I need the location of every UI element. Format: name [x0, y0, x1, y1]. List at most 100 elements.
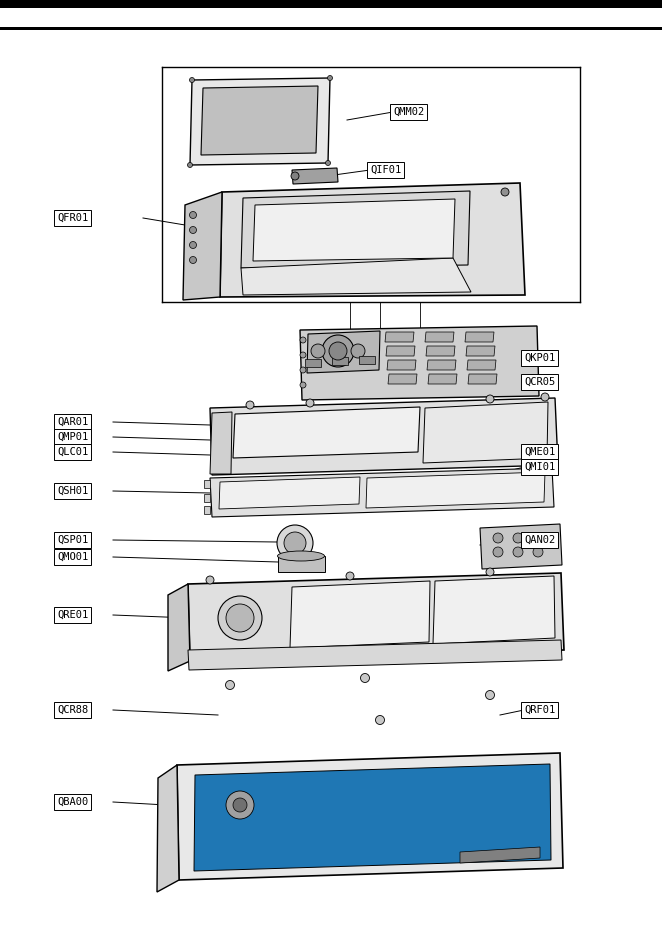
- Polygon shape: [241, 191, 470, 268]
- Polygon shape: [201, 86, 318, 155]
- Circle shape: [300, 337, 306, 343]
- Circle shape: [501, 188, 509, 196]
- Polygon shape: [427, 360, 456, 370]
- Circle shape: [277, 525, 313, 561]
- Polygon shape: [480, 524, 562, 569]
- Circle shape: [218, 596, 262, 640]
- Polygon shape: [210, 468, 554, 517]
- Polygon shape: [292, 168, 338, 184]
- Circle shape: [206, 576, 214, 584]
- Polygon shape: [194, 764, 551, 871]
- Polygon shape: [468, 374, 497, 384]
- Polygon shape: [290, 581, 430, 648]
- Circle shape: [493, 547, 503, 557]
- Circle shape: [493, 533, 503, 543]
- Polygon shape: [359, 356, 375, 364]
- Polygon shape: [204, 480, 210, 488]
- Polygon shape: [467, 360, 496, 370]
- Polygon shape: [210, 412, 232, 474]
- Polygon shape: [188, 640, 562, 670]
- Circle shape: [328, 75, 332, 81]
- Circle shape: [233, 798, 247, 812]
- Polygon shape: [204, 506, 210, 514]
- Polygon shape: [423, 402, 548, 463]
- Polygon shape: [157, 765, 179, 892]
- Circle shape: [189, 212, 197, 218]
- Text: QSP01: QSP01: [57, 535, 88, 545]
- Circle shape: [306, 399, 314, 407]
- Circle shape: [533, 547, 543, 557]
- Circle shape: [189, 242, 197, 248]
- Text: QMM02: QMM02: [393, 107, 424, 117]
- Polygon shape: [220, 183, 525, 297]
- Text: QMI01: QMI01: [524, 462, 555, 472]
- Circle shape: [300, 382, 306, 388]
- Text: QCR05: QCR05: [524, 377, 555, 387]
- Text: QFR01: QFR01: [57, 213, 88, 223]
- Text: QRF01: QRF01: [524, 705, 555, 715]
- Polygon shape: [278, 556, 325, 572]
- Polygon shape: [190, 78, 330, 165]
- Polygon shape: [305, 359, 321, 367]
- Polygon shape: [307, 331, 380, 373]
- Circle shape: [226, 604, 254, 632]
- Circle shape: [346, 572, 354, 580]
- Polygon shape: [425, 332, 454, 342]
- Circle shape: [541, 393, 549, 401]
- Text: QAR01: QAR01: [57, 417, 88, 427]
- Circle shape: [189, 257, 197, 263]
- Circle shape: [284, 532, 306, 554]
- Circle shape: [291, 172, 299, 180]
- Text: QBA00: QBA00: [57, 797, 88, 807]
- Circle shape: [217, 782, 263, 828]
- Text: QMP01: QMP01: [57, 432, 88, 442]
- Polygon shape: [428, 374, 457, 384]
- Circle shape: [189, 227, 197, 233]
- Circle shape: [485, 691, 495, 699]
- Text: QSH01: QSH01: [57, 486, 88, 496]
- Polygon shape: [386, 346, 415, 356]
- Text: QMO01: QMO01: [57, 552, 88, 562]
- Polygon shape: [366, 472, 545, 508]
- Polygon shape: [426, 346, 455, 356]
- Polygon shape: [388, 374, 417, 384]
- Circle shape: [351, 344, 365, 358]
- Bar: [0, 0, 662, 8]
- Polygon shape: [219, 477, 360, 509]
- Circle shape: [189, 77, 195, 83]
- Polygon shape: [465, 332, 494, 342]
- Polygon shape: [183, 192, 222, 300]
- Polygon shape: [241, 258, 471, 295]
- Polygon shape: [385, 332, 414, 342]
- Circle shape: [375, 715, 385, 725]
- Polygon shape: [177, 753, 563, 880]
- Text: QLC01: QLC01: [57, 447, 88, 457]
- Text: QME01: QME01: [524, 447, 555, 457]
- Circle shape: [300, 367, 306, 373]
- Circle shape: [226, 791, 254, 819]
- Circle shape: [513, 533, 523, 543]
- Circle shape: [311, 344, 325, 358]
- Text: QCR88: QCR88: [57, 705, 88, 715]
- Polygon shape: [466, 346, 495, 356]
- Circle shape: [300, 352, 306, 358]
- Bar: [0, 27, 662, 30]
- Circle shape: [329, 342, 347, 360]
- Circle shape: [246, 401, 254, 409]
- Text: QIF01: QIF01: [370, 165, 401, 175]
- Polygon shape: [188, 573, 564, 661]
- Polygon shape: [168, 584, 190, 671]
- Polygon shape: [300, 326, 539, 400]
- Ellipse shape: [277, 551, 324, 561]
- Circle shape: [361, 673, 369, 682]
- Circle shape: [326, 161, 330, 165]
- Circle shape: [187, 163, 193, 167]
- Polygon shape: [233, 407, 420, 458]
- Circle shape: [226, 681, 234, 690]
- Polygon shape: [204, 494, 210, 502]
- Text: QKP01: QKP01: [524, 353, 555, 363]
- Polygon shape: [387, 360, 416, 370]
- Polygon shape: [460, 847, 540, 863]
- Polygon shape: [210, 398, 558, 475]
- Polygon shape: [253, 199, 455, 261]
